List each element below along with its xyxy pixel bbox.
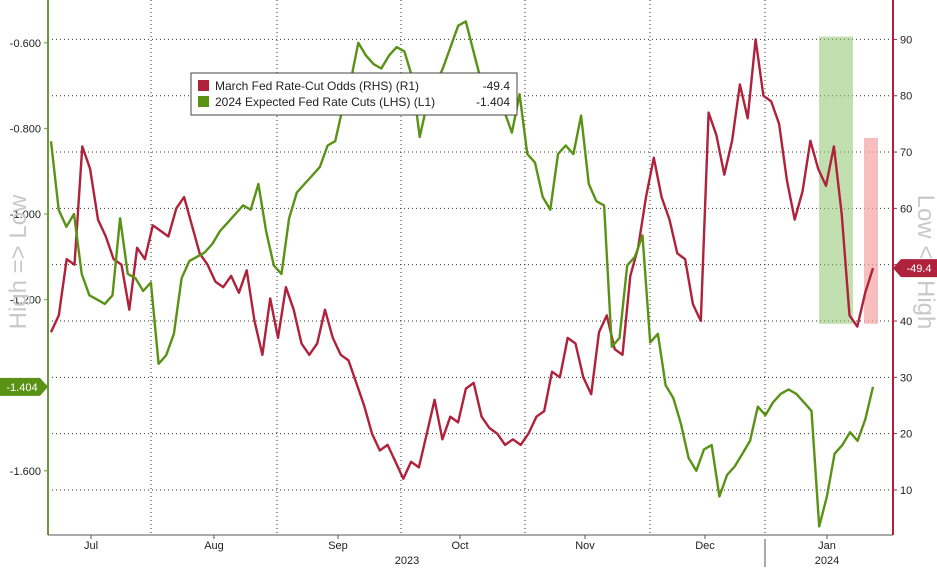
axes: -0.600-0.800-1.000-1.200-1.400-1.6001020… (5, 0, 937, 567)
x-year-label: 2023 (395, 555, 419, 567)
left-tick-label: -0.600 (10, 38, 41, 50)
x-month-label: Aug (204, 540, 224, 552)
left-value-tag-label: -1.404 (6, 382, 37, 394)
right-tick-label: 90 (900, 34, 912, 46)
legend-swatch-green (198, 96, 209, 107)
legend-label-red: March Fed Rate-Cut Odds (RHS) (R1) (215, 79, 419, 93)
right-tick-label: 20 (900, 429, 912, 441)
legend-value-red: -49.4 (483, 79, 511, 93)
series-lines (49, 20, 875, 528)
right-tick-label: 10 (900, 485, 912, 497)
left-value-tag (0, 377, 48, 396)
left-tick-label: -1.200 (10, 295, 41, 307)
right-tick-label: 80 (900, 91, 912, 103)
left-tick-label: -1.600 (10, 466, 41, 478)
right-tick-label: 30 (900, 372, 912, 384)
left-tick-label: -1.000 (10, 209, 41, 221)
series-line-2024-cuts (49, 20, 875, 528)
left-tick-label: -0.800 (10, 123, 41, 135)
x-month-label: Jul (84, 540, 98, 552)
value-tags: -1.404 -49.4 (0, 259, 937, 396)
legend-box (190, 72, 518, 116)
right-tick-label: 60 (900, 203, 912, 215)
x-month-label: Dec (695, 540, 715, 552)
left-side-label: High => Low (5, 194, 32, 329)
legend-value-green: -1.404 (476, 95, 510, 109)
right-tick-label: 70 (900, 147, 912, 159)
series-line-march-odds (49, 38, 875, 480)
x-month-label: Oct (451, 540, 468, 552)
legend: March Fed Rate-Cut Odds (RHS) (R1) -49.4… (190, 72, 518, 116)
x-year-label: 2024 (815, 555, 839, 567)
legend-swatch-red (198, 80, 209, 91)
shade-red-window (864, 137, 878, 324)
legend-label-green: 2024 Expected Fed Rate Cuts (LHS) (L1) (215, 95, 435, 109)
x-month-label: Nov (575, 540, 595, 552)
right-value-tag (893, 259, 937, 278)
right-value-tag-label: -49.4 (906, 263, 931, 275)
right-tick-label: 40 (900, 316, 912, 328)
x-month-label: Sep (328, 540, 348, 552)
x-month-label: Jan (818, 540, 836, 552)
